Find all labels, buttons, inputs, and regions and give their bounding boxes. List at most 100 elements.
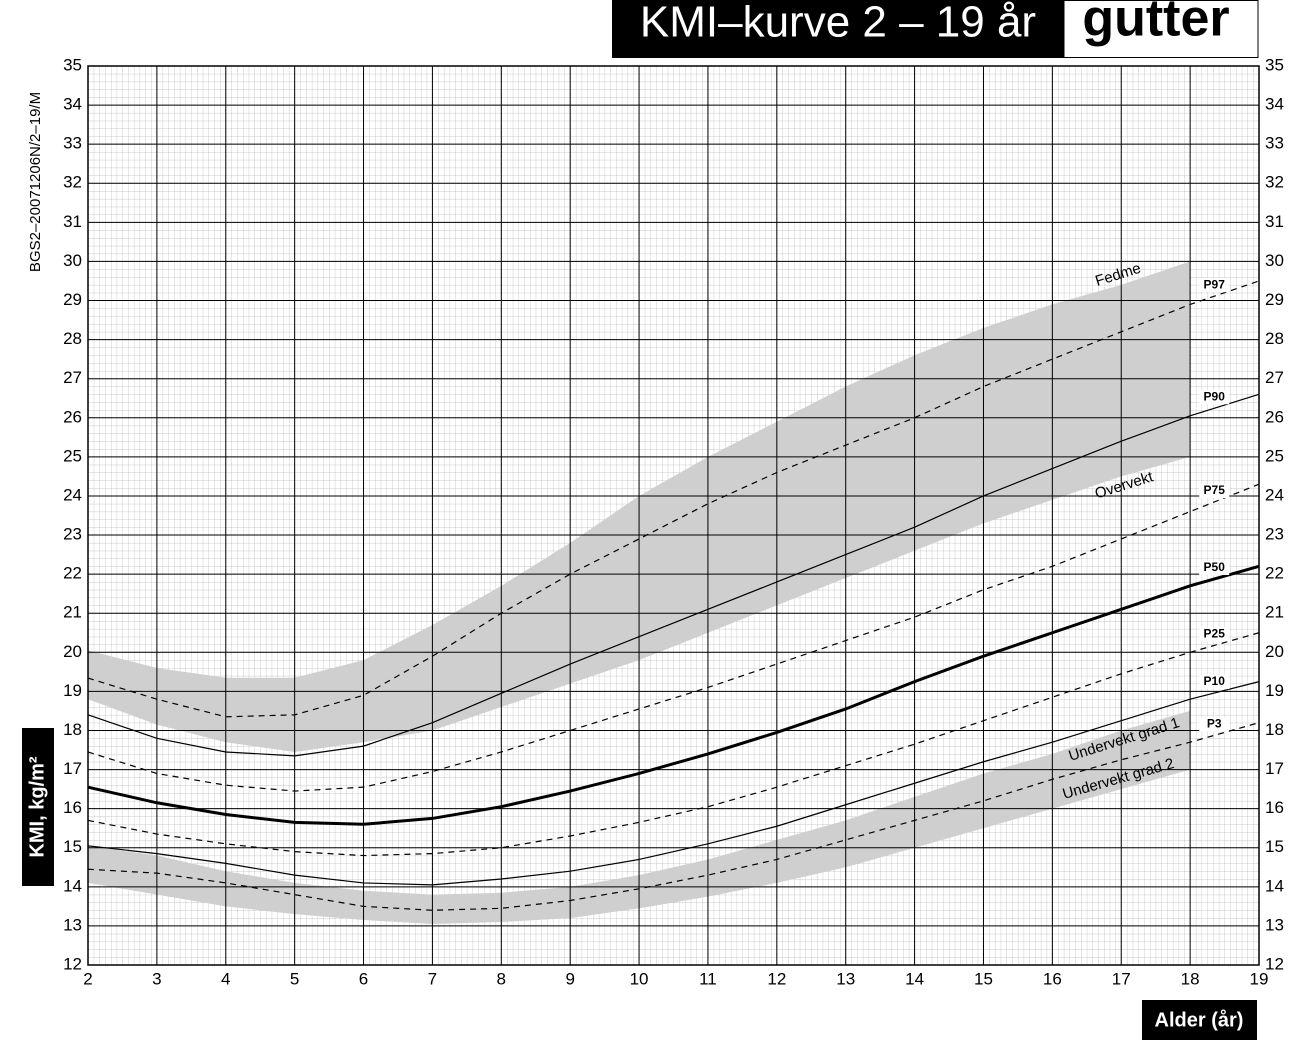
lines <box>87 280 1260 911</box>
y-tick-label: 20 <box>63 642 82 661</box>
x-tick-label: 3 <box>152 969 161 988</box>
y-tick-label: 35 <box>63 55 82 74</box>
series-label: P97 <box>1204 277 1226 291</box>
series-label-bg <box>1199 675 1230 690</box>
series-label: P10 <box>1204 674 1226 688</box>
y2-tick-label: 31 <box>1265 212 1284 231</box>
y2-tick-label: 16 <box>1265 798 1284 817</box>
y-tick-label: 31 <box>63 212 82 231</box>
x-tick-label: 19 <box>1250 969 1269 988</box>
y2-tick-label: 29 <box>1265 290 1284 309</box>
y-tick-label: 32 <box>63 173 82 192</box>
y-tick-label: 23 <box>63 525 82 544</box>
x-tick-label: 4 <box>221 969 230 988</box>
x-tick-label: 12 <box>767 969 786 988</box>
y2-tick-label: 23 <box>1265 525 1284 544</box>
subtitle-box <box>1063 0 1259 58</box>
x-tick-label: 15 <box>974 969 993 988</box>
x-tick-label: 2 <box>83 969 92 988</box>
y2-tick-label: 21 <box>1265 603 1284 622</box>
x-tick-label: 8 <box>497 969 506 988</box>
x-tick-label: 7 <box>428 969 437 988</box>
y2-tick-label: 14 <box>1265 876 1284 895</box>
y2-tick-label: 26 <box>1265 407 1284 426</box>
y2-tick-label: 24 <box>1265 485 1284 504</box>
x-tick-label: 5 <box>290 969 299 988</box>
y-tick-label: 28 <box>63 329 82 348</box>
y-tick-label: 25 <box>63 446 82 465</box>
x-tick-label: 13 <box>836 969 855 988</box>
y-tick-label: 12 <box>63 954 82 973</box>
series-label-bg <box>1199 717 1230 732</box>
series-label-bg <box>1199 278 1230 293</box>
y-axis-label: KMI, kg/m² <box>26 756 48 857</box>
x-tick-label: 6 <box>359 969 368 988</box>
percentile-line <box>87 722 1260 911</box>
y2-tick-label: 22 <box>1265 564 1284 583</box>
y2-tick-label: 18 <box>1265 720 1284 739</box>
y2-tick-label: 27 <box>1265 368 1284 387</box>
y2-tick-label: 25 <box>1265 446 1284 465</box>
series-label: P3 <box>1207 717 1222 731</box>
y-tick-label: 26 <box>63 407 82 426</box>
y-tick-label: 16 <box>63 798 82 817</box>
y-tick-label: 17 <box>63 759 82 778</box>
percentile-line <box>87 280 1260 718</box>
series-label-bg <box>1199 390 1230 405</box>
x-tick-label: 18 <box>1181 969 1200 988</box>
series-label-bg <box>1199 484 1230 499</box>
y2-tick-label: 15 <box>1265 837 1284 856</box>
y2-tick-label: 34 <box>1265 95 1284 114</box>
x-tick-label: 11 <box>699 969 717 988</box>
title-box <box>612 0 1064 58</box>
y-tick-label: 24 <box>63 485 82 504</box>
y-tick-label: 30 <box>63 251 82 270</box>
percentile-line <box>87 564 1260 826</box>
x-tick-label: 14 <box>905 969 924 988</box>
y-tick-label: 27 <box>63 368 82 387</box>
x-label-box <box>1142 1000 1257 1040</box>
y2-tick-label: 17 <box>1265 759 1284 778</box>
x-tick-label: 16 <box>1043 969 1062 988</box>
x-axis-label: Alder (år) <box>1155 1008 1244 1031</box>
y-label-box <box>22 728 54 886</box>
y-tick-label: 22 <box>63 564 82 583</box>
y-tick-label: 33 <box>63 134 82 153</box>
series-label: P50 <box>1204 560 1226 574</box>
y2-tick-label: 35 <box>1265 55 1284 74</box>
y2-tick-label: 32 <box>1265 173 1284 192</box>
y-tick-label: 14 <box>63 876 82 895</box>
y2-tick-label: 20 <box>1265 642 1284 661</box>
y2-tick-label: 33 <box>1265 134 1284 153</box>
percentile-line <box>87 681 1260 886</box>
y-tick-label: 18 <box>63 720 82 739</box>
y2-tick-label: 13 <box>1265 915 1284 934</box>
chart-title: KMI–kurve 2 – 19 år <box>640 0 1036 47</box>
x-tick-label: 9 <box>565 969 574 988</box>
series-label-bg <box>1199 561 1230 576</box>
chart-subtitle: gutter <box>1082 0 1229 48</box>
percentile-line <box>87 393 1260 757</box>
y-tick-label: 34 <box>63 95 82 114</box>
y-tick-label: 19 <box>63 681 82 700</box>
y-tick-label: 15 <box>63 837 82 856</box>
series-label: P75 <box>1204 483 1226 497</box>
y2-tick-label: 30 <box>1265 251 1284 270</box>
series-label: P25 <box>1204 627 1226 641</box>
y-tick-label: 13 <box>63 915 82 934</box>
y2-tick-label: 28 <box>1265 329 1284 348</box>
y-tick-label: 29 <box>63 290 82 309</box>
x-tick-label: 17 <box>1112 969 1131 988</box>
series-label: P90 <box>1204 389 1226 403</box>
percentile-line <box>87 483 1260 792</box>
y2-tick-label: 19 <box>1265 681 1284 700</box>
y2-tick-label: 12 <box>1265 954 1284 973</box>
plot-frame <box>87 65 1260 966</box>
side-note: BGS2–20071206N/2–19/M <box>27 92 44 272</box>
series-label-bg <box>1199 627 1230 642</box>
y-tick-label: 21 <box>63 603 82 622</box>
x-tick-label: 10 <box>630 969 649 988</box>
